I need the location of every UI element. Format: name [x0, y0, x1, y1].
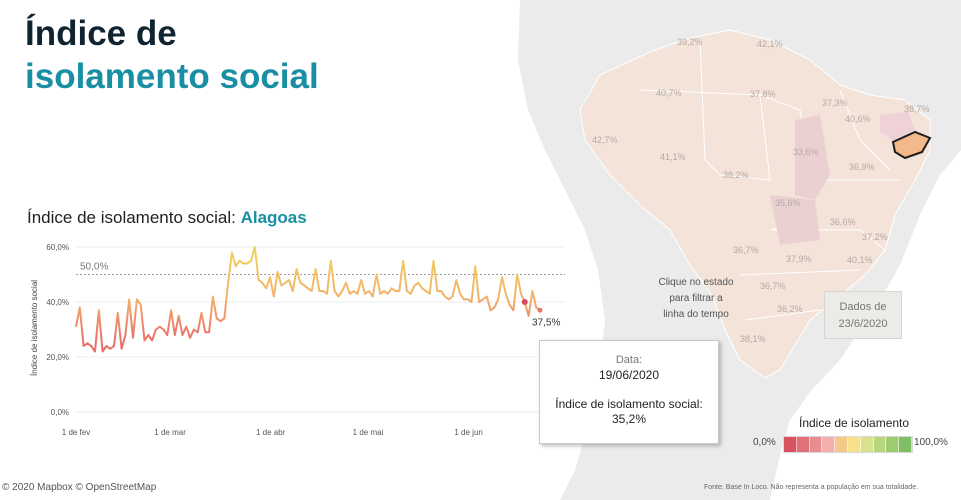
map-label: 38,1% [740, 334, 766, 344]
series-line[interactable] [75, 246, 541, 353]
legend-swatch [886, 437, 900, 452]
map-label: 37,8% [750, 89, 776, 99]
map-label: 38,2% [723, 170, 749, 180]
map-label: 33,6% [793, 147, 819, 157]
series-alagoas[interactable] [75, 246, 543, 353]
legend-swatch [847, 437, 861, 452]
map-label: 40,6% [845, 114, 871, 124]
tooltip-date-value: 19/06/2020 [598, 368, 660, 382]
y-axis-ticks: 60,0% 40,0% 20,0% 0,0% [46, 243, 69, 417]
legend-swatch [899, 437, 912, 452]
legend-swatch [796, 437, 810, 452]
map-label: 37,3% [822, 98, 848, 108]
legend-swatch [784, 437, 797, 452]
x-axis-ticks: 1 de fev 1 de mar 1 de abr 1 de mai 1 de jun… [62, 428, 568, 437]
map-label: 37,9% [786, 254, 812, 264]
legend-swatch [835, 437, 848, 452]
x-tick-label: 1 de abr [256, 428, 286, 437]
chart-title-prefix: Índice de isolamento social: [27, 208, 236, 227]
page-title-line2: isolamento social [25, 57, 319, 96]
x-tick-label: 1 de jun [454, 428, 482, 437]
chart-title-state: Alagoas [240, 208, 307, 227]
data-date-box: Dados de 23/6/2020 [824, 291, 902, 339]
map-credit[interactable]: © 2020 Mapbox © OpenStreetMap [2, 482, 157, 493]
hint-line: Clique no estado [658, 277, 734, 288]
map-label: 36,2% [777, 304, 803, 314]
map-label: 40,7% [656, 88, 682, 98]
legend-min-label: 0,0% [753, 437, 776, 448]
tooltip-value-key: Índice de isolamento social: [555, 397, 703, 411]
map-value-labels: 39,2% 42,1% 40,7% 37,8% 37,3% 38,7% 40,6… [592, 37, 930, 344]
x-tick-label: 1 de mar [154, 428, 186, 437]
chart-title: Índice de isolamento social: Alagoas [27, 208, 307, 228]
legend-max-label: 100,0% [914, 437, 948, 448]
reference-line-label: 50,0% [80, 262, 108, 273]
map-label: 36,7% [760, 281, 786, 291]
map-label: 42,7% [592, 135, 618, 145]
hint-line: para filtrar a [669, 293, 723, 304]
y-tick-label: 20,0% [46, 353, 69, 362]
map-label: 36,6% [830, 217, 856, 227]
map-label: 39,2% [677, 37, 703, 47]
last-point[interactable] [537, 307, 543, 313]
legend-title: Índice de isolamento [799, 416, 910, 430]
last-value-label: 37,5% [532, 317, 560, 328]
legend-swatch [809, 437, 823, 452]
date-label: Dados de [839, 301, 887, 313]
state-goias[interactable] [770, 195, 820, 245]
isolation-line-chart[interactable]: 60,0%40,0%20,0%0,0% 1 de fev 1 de mar 1 de… [28, 236, 573, 442]
map-label: 42,1% [757, 39, 783, 49]
map-label: 36,7% [733, 245, 759, 255]
legend-swatch [822, 437, 836, 452]
legend-swatch [873, 437, 887, 452]
map-label: 40,1% [847, 255, 873, 265]
hint-line: linha do tempo [663, 309, 729, 320]
legend-swatch [860, 437, 874, 452]
x-tick-label: 1 de mai [353, 428, 384, 437]
x-tick-label: 1 de fev [62, 428, 90, 437]
hover-point[interactable] [521, 299, 528, 305]
legend-color-scale [783, 436, 913, 453]
date-value: 23/6/2020 [838, 318, 888, 330]
state-sergipe-highlight[interactable] [880, 112, 915, 142]
page-title-line1: Índice de [25, 14, 177, 53]
chart-gridlines [76, 246, 565, 413]
map-label: 35,6% [775, 198, 801, 208]
map-label: 38,7% [904, 104, 930, 114]
y-tick-label: 60,0% [46, 243, 69, 252]
map-label: 37,2% [862, 232, 888, 242]
state-tocantins[interactable] [795, 115, 830, 200]
y-tick-label: 0,0% [51, 408, 69, 417]
source-note: Fonte: Base In Loco. Não representa a po… [704, 484, 919, 491]
map-label: 36,9% [849, 162, 875, 172]
map-label: 41,1% [660, 152, 686, 162]
map-hint-text: Clique no estado para filtrar a linha do… [651, 275, 741, 323]
tooltip-value: 35,2% [611, 412, 647, 426]
state-alagoas-selected[interactable] [891, 130, 932, 160]
tooltip-date-key: Data: [615, 354, 643, 366]
chart-tooltip: Data: 19/06/2020 Índice de isolamento so… [539, 340, 719, 444]
y-tick-label: 40,0% [46, 298, 69, 307]
y-axis-label: Índice de isolamento social [30, 280, 39, 376]
